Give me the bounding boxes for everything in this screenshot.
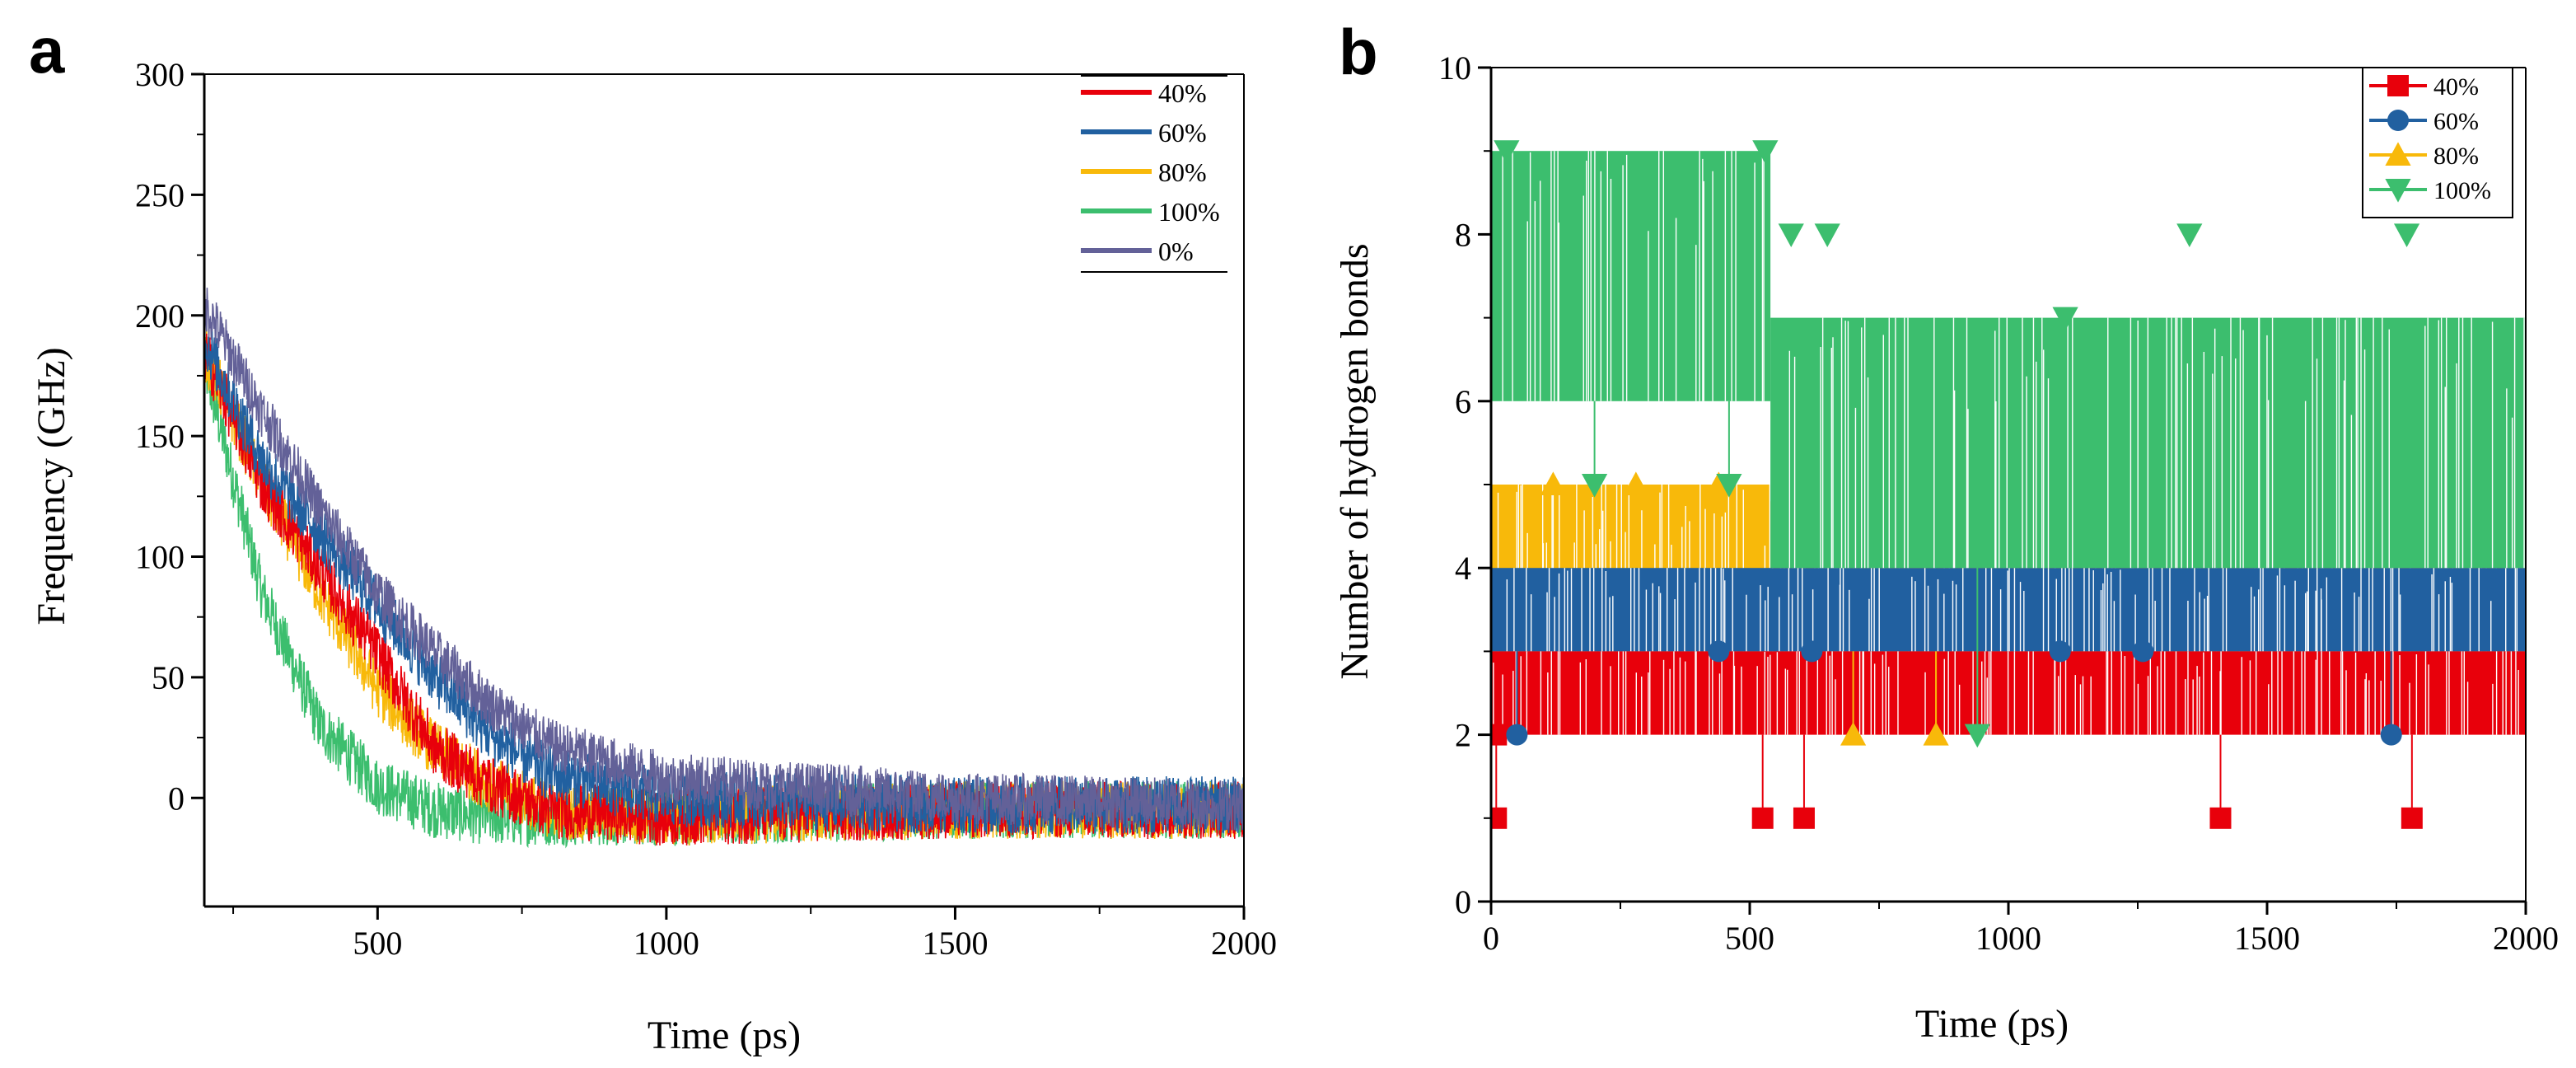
y-tick-label: 6 xyxy=(1455,383,1471,420)
y-tick-label: 100 xyxy=(135,539,185,576)
panel-b-xlabel: Time (ps) xyxy=(1915,1002,2069,1046)
legend-label: 100% xyxy=(2433,177,2491,204)
band-100pct-1 xyxy=(1491,151,1771,401)
legend-label: 80% xyxy=(2433,143,2479,170)
panel-b-plot-area xyxy=(1491,140,2526,829)
legend-label: 40% xyxy=(1158,78,1207,108)
marker-100pct xyxy=(1752,140,1779,164)
panel-b-legend: 40% 60% 80% 100% xyxy=(2362,67,2513,218)
marker-100pct xyxy=(1964,724,1990,748)
x-tick-label: 500 xyxy=(1725,920,1774,957)
x-tick-label: 1500 xyxy=(922,925,988,962)
legend-label: 100% xyxy=(1158,197,1220,227)
marker-40pct xyxy=(2209,807,2232,829)
marker-40pct xyxy=(2401,807,2423,829)
marker-100pct xyxy=(1814,223,1840,247)
legend-label: 80% xyxy=(1158,157,1207,187)
panel-a-letter: a xyxy=(29,14,65,87)
legend-swatch-marker xyxy=(2385,179,2411,203)
marker-100pct xyxy=(1716,474,1742,498)
marker-100pct xyxy=(2052,307,2078,331)
panel-b-axes: 0 2 4 6 8 10 0 500 1000 1500 2000 xyxy=(1438,49,2559,957)
y-tick-label: 200 xyxy=(135,297,185,335)
legend-label: 60% xyxy=(1158,118,1207,148)
panel-a-plot-area xyxy=(204,286,1244,849)
panel-a: a 0 50 100 150 200 250 300 500 1000 1500 2000 Freq… xyxy=(29,14,1277,1057)
marker-100pct xyxy=(2393,223,2420,247)
x-tick-label: 2000 xyxy=(2493,920,2559,957)
marker-40pct xyxy=(1751,807,1774,829)
y-tick-label: 0 xyxy=(1455,883,1471,920)
marker-60pct xyxy=(2049,640,2071,663)
x-tick-label: 1500 xyxy=(2234,920,2300,957)
series-line-80pct xyxy=(204,328,1244,846)
marker-100pct xyxy=(1494,140,1520,164)
panel-b-ylabel: Number of hydrogen bonds xyxy=(1333,243,1377,679)
marker-100pct xyxy=(2176,223,2203,247)
y-tick-label: 150 xyxy=(135,418,185,455)
y-tick-label: 8 xyxy=(1455,216,1471,253)
marker-80pct xyxy=(1840,722,1867,746)
y-tick-label: 50 xyxy=(152,659,185,696)
marker-60pct xyxy=(1708,640,1730,663)
legend-swatch-marker xyxy=(2387,110,2409,131)
x-tick-label: 1000 xyxy=(1975,920,2041,957)
x-tick-label: 500 xyxy=(353,925,402,962)
band-60pct-1 xyxy=(1491,568,2526,652)
marker-60pct xyxy=(2380,724,2402,746)
legend-swatch-marker xyxy=(2387,75,2409,96)
panel-a-ylabel: Frequency (GHz) xyxy=(30,347,73,625)
marker-40pct xyxy=(1491,807,1508,829)
y-tick-label: 2 xyxy=(1455,717,1471,754)
y-tick-label: 10 xyxy=(1438,49,1471,87)
marker-60pct xyxy=(1801,640,1823,663)
marker-40pct xyxy=(1793,807,1815,829)
marker-100pct xyxy=(1582,474,1608,498)
panel-b: b 0 2 4 6 8 10 0 500 1000 1500 2000 Number of hydr… xyxy=(1333,16,2559,1046)
series-line-0pct xyxy=(204,286,1244,831)
legend-swatch-marker xyxy=(2385,142,2411,166)
marker-40pct xyxy=(1491,724,1508,746)
panel-a-axes: 0 50 100 150 200 250 300 500 1000 1500 2000 xyxy=(135,56,1277,962)
panel-a-legend: 40% 60% 80% 100% 0% xyxy=(1081,75,1227,273)
panel-b-letter: b xyxy=(1339,16,1378,88)
marker-60pct xyxy=(1506,724,1528,746)
marker-80pct xyxy=(1540,471,1566,495)
y-tick-label: 250 xyxy=(135,176,185,213)
y-tick-label: 300 xyxy=(135,56,185,93)
marker-60pct xyxy=(2132,640,2154,663)
legend-label: 60% xyxy=(2433,108,2479,135)
marker-80pct xyxy=(1923,722,1949,746)
x-tick-label: 2000 xyxy=(1211,925,1277,962)
marker-80pct xyxy=(1623,471,1649,495)
legend-label: 0% xyxy=(1158,237,1194,266)
x-tick-label: 1000 xyxy=(633,925,699,962)
x-tick-label: 0 xyxy=(1483,920,1499,957)
y-tick-label: 0 xyxy=(168,780,185,817)
y-tick-label: 4 xyxy=(1455,550,1471,587)
panel-a-xlabel: Time (ps) xyxy=(648,1014,801,1057)
marker-100pct xyxy=(1778,223,1804,247)
legend-label: 40% xyxy=(2433,73,2479,101)
